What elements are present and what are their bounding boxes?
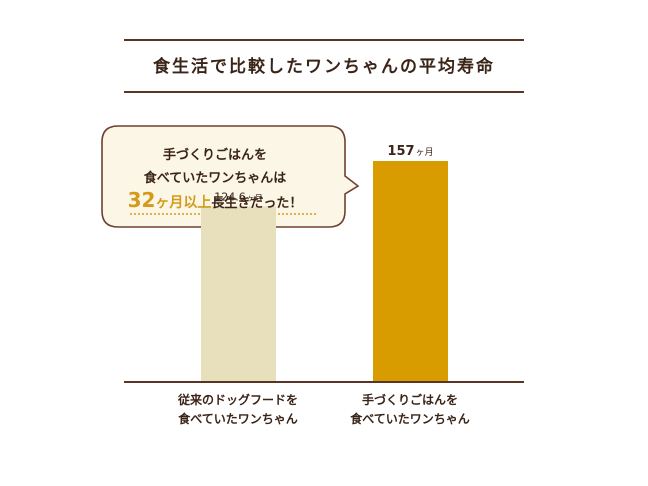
bar-0	[201, 206, 276, 381]
title-rule-bottom	[124, 91, 524, 93]
callout-line-2: 食べていたワンちゃんは	[143, 171, 287, 186]
category-label-line: 食べていたワンちゃん	[350, 412, 470, 426]
bar-value-label-0: 124.6ヶ月	[214, 190, 263, 203]
category-label-line: 手づくりごはんを	[361, 393, 458, 407]
callout-bubble	[101, 125, 360, 228]
callout-highlight: 32ヶ月以上長生きだった！	[100, 188, 330, 212]
callout-highlight-rest: 長生きだった！	[211, 196, 303, 211]
callout-highlight-number: 32	[127, 188, 156, 212]
bar-value-label-1: 157ヶ月	[387, 144, 433, 159]
category-label-line: 従来のドッグフードを	[177, 393, 298, 407]
category-label-conventional: 従来のドッグフードを 食べていたワンちゃん	[153, 391, 323, 429]
category-label-line: 食べていたワンちゃん	[178, 412, 298, 426]
title-rule-top	[124, 39, 524, 41]
category-label-homemade: 手づくりごはんを 食べていたワンちゃん	[325, 391, 495, 429]
bars-group: 124.6ヶ月 157ヶ月	[201, 144, 448, 381]
callout-highlight-unit: ヶ月以上	[155, 195, 212, 211]
page-title: 食生活で比較したワンちゃんの平均寿命	[153, 57, 495, 77]
bar-1	[373, 161, 448, 381]
callout-line-1: 手づくりごはんを	[162, 148, 267, 163]
